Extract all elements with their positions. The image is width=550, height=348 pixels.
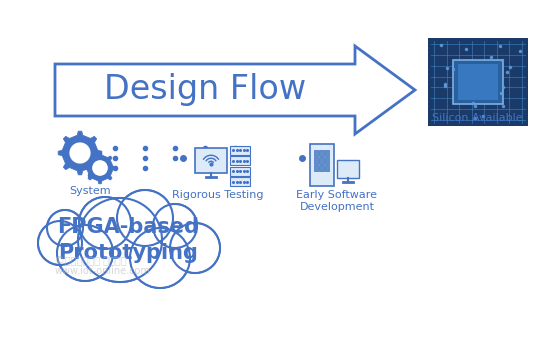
Bar xyxy=(230,156,250,165)
Polygon shape xyxy=(84,152,116,184)
Text: Rigorous Testing: Rigorous Testing xyxy=(172,190,264,200)
Circle shape xyxy=(48,212,81,245)
Bar xyxy=(324,157,329,164)
Bar xyxy=(324,150,329,156)
Polygon shape xyxy=(58,131,102,175)
Circle shape xyxy=(93,161,107,175)
Circle shape xyxy=(118,191,172,245)
Bar xyxy=(230,177,250,186)
Text: Early Software
Development: Early Software Development xyxy=(296,190,377,212)
Circle shape xyxy=(57,225,113,281)
Bar xyxy=(453,60,503,104)
Text: Silicon Available: Silicon Available xyxy=(432,113,522,123)
Bar xyxy=(458,64,498,100)
Bar xyxy=(324,165,329,171)
Circle shape xyxy=(172,224,218,271)
Circle shape xyxy=(38,221,82,265)
Circle shape xyxy=(47,210,83,246)
Circle shape xyxy=(153,204,197,248)
Bar xyxy=(428,38,528,126)
Bar xyxy=(320,157,323,164)
Circle shape xyxy=(40,222,80,263)
Circle shape xyxy=(80,199,161,280)
Circle shape xyxy=(70,143,90,163)
Circle shape xyxy=(130,228,190,288)
Bar xyxy=(230,145,250,155)
Polygon shape xyxy=(55,46,415,134)
Circle shape xyxy=(78,198,162,282)
Text: ©物联在线教育 创业大学: ©物联在线教育 创业大学 xyxy=(55,256,126,266)
Circle shape xyxy=(58,227,112,279)
Bar xyxy=(310,144,334,186)
Bar xyxy=(230,167,250,175)
Circle shape xyxy=(80,198,129,247)
Circle shape xyxy=(117,190,173,246)
Text: Design Flow: Design Flow xyxy=(104,73,306,106)
FancyBboxPatch shape xyxy=(195,148,227,173)
Circle shape xyxy=(170,223,220,273)
Bar xyxy=(320,150,323,156)
Bar xyxy=(314,165,318,171)
Circle shape xyxy=(155,206,195,246)
Bar xyxy=(314,150,318,156)
Text: System: System xyxy=(69,186,111,196)
FancyBboxPatch shape xyxy=(337,160,359,178)
Text: www.iot-online.com: www.iot-online.com xyxy=(55,266,151,276)
Bar xyxy=(314,157,318,164)
Bar xyxy=(320,165,323,171)
Circle shape xyxy=(79,197,131,249)
Circle shape xyxy=(131,229,189,286)
Text: FPGA-based
Prototyping: FPGA-based Prototyping xyxy=(57,217,199,263)
